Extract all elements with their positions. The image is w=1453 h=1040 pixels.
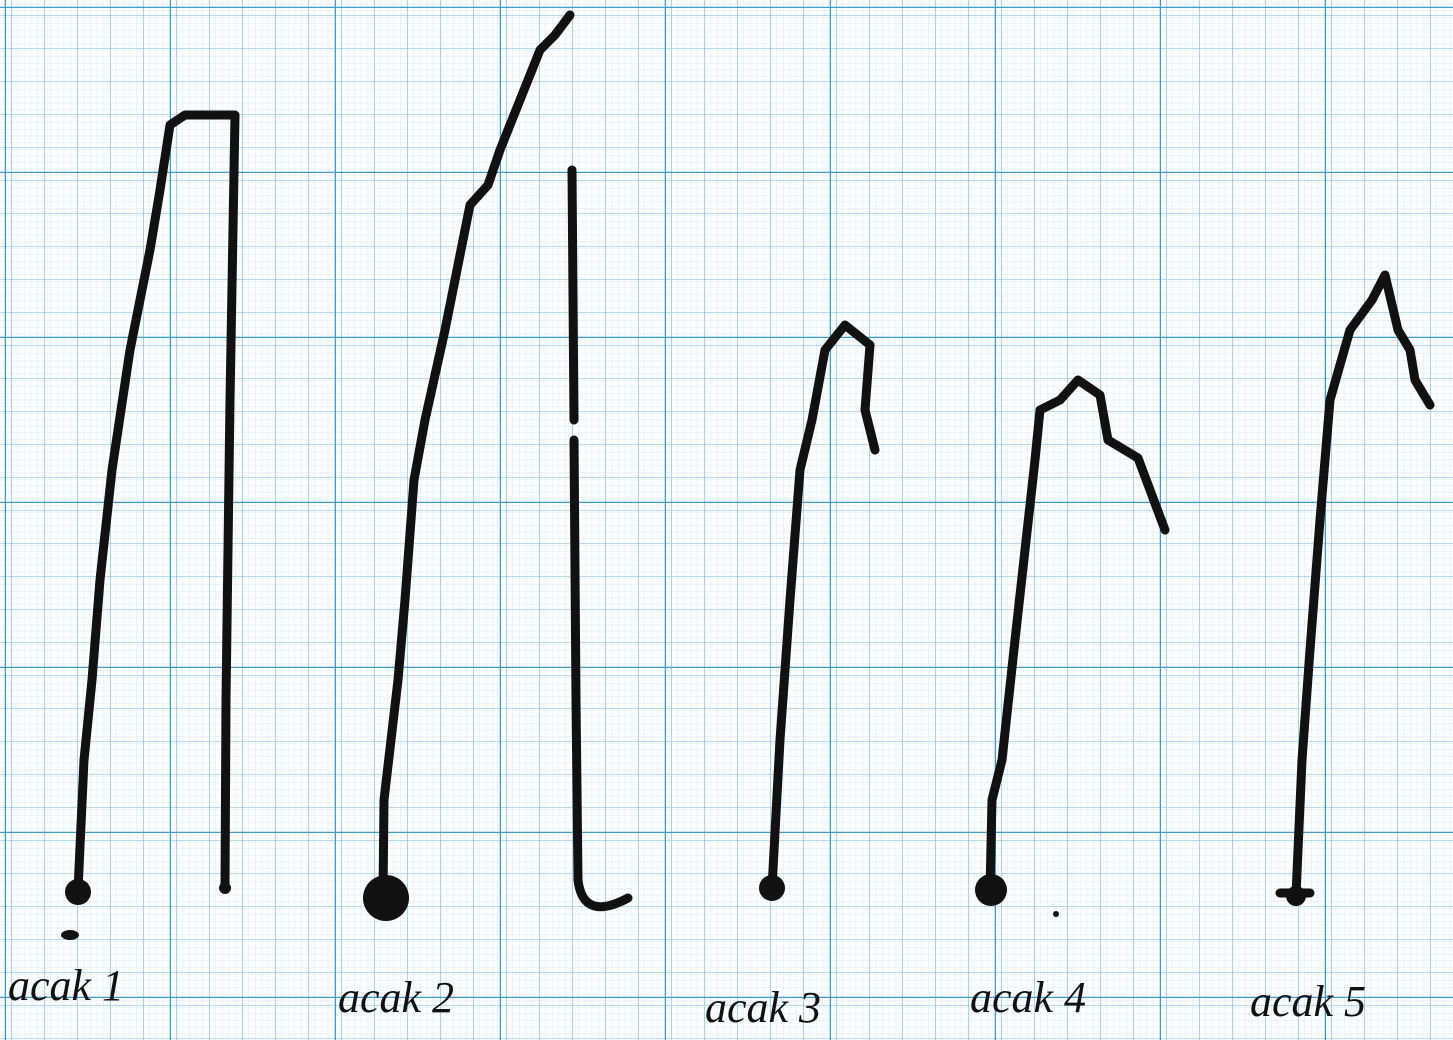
label: acak 5 xyxy=(1250,977,1366,1026)
label: acak 3 xyxy=(705,983,821,1032)
label: acak 2 xyxy=(338,973,454,1022)
label: acak 1 xyxy=(8,961,124,1010)
label: acak 4 xyxy=(970,973,1086,1022)
graph-paper-photo: acak 1 acak 2 acak 3 acak 4 acak 5 xyxy=(0,0,1453,1040)
grid xyxy=(0,0,1453,1040)
